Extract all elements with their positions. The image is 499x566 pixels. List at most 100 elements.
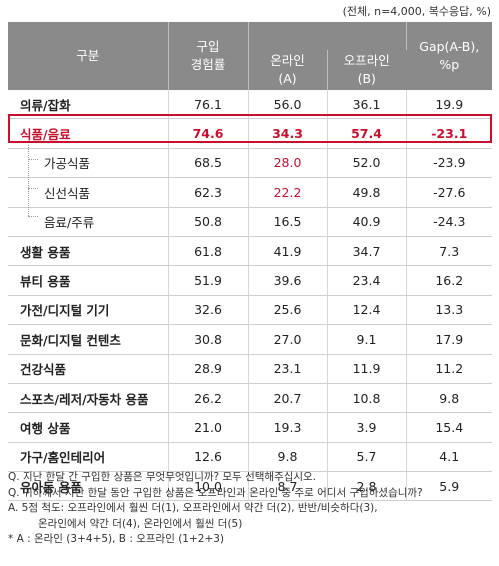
cell-offline: 11.9 (327, 354, 407, 384)
cell-offline: 52.0 (327, 148, 407, 179)
footnote-a1: A. 5점 척도: 오프라인에서 훨씬 더(1), 오프라인에서 약간 더(2)… (8, 502, 378, 514)
cell-gap: -27.6 (406, 177, 492, 208)
cell-gap: 16.2 (406, 265, 492, 296)
cell-purchase: 10.0 (168, 471, 249, 502)
column-header-online: 온라인 (A) (248, 50, 328, 90)
footnotes: Q. 지난 한달 간 구입한 상품은 무엇무엇입니까? 모두 선택해주십시오. … (8, 470, 492, 548)
footnote-a2: 온라인에서 약간 더(4), 온라인에서 훨씬 더(5) (38, 517, 243, 530)
cell-offline: 9.1 (327, 324, 407, 355)
table-row-sub: 가공식품 68.5 28.0 52.0 -23.9 (8, 148, 492, 179)
table-row: 가전/디지털 기기 32.6 25.6 12.4 13.3 (8, 295, 492, 326)
cell-offline: 3.9 (327, 412, 407, 443)
cell-online: 16.5 (248, 207, 328, 237)
column-header-purchase-rate: 구입 경험률 (168, 22, 249, 90)
cell-offline: 40.9 (327, 207, 407, 237)
table-row: 스포츠/레저/자동차 용품 26.2 20.7 10.8 9.8 (8, 383, 492, 414)
column-header-gap: Gap(A-B), %p (406, 22, 492, 90)
row-label: 유아동 용품 (8, 471, 169, 502)
cell-online: 25.6 (248, 295, 328, 326)
cell-online: 19.3 (248, 412, 328, 443)
cell-gap: 5.9 (406, 471, 492, 502)
row-label: 가전/디지털 기기 (8, 295, 169, 326)
table-row: 가구/홈인테리어 12.6 9.8 5.7 4.1 (8, 442, 492, 473)
cell-offline: 23.4 (327, 265, 407, 296)
cell-offline: 49.8 (327, 177, 407, 208)
row-label: 생활 용품 (8, 236, 169, 267)
cell-purchase: 50.8 (168, 207, 249, 237)
cell-gap: -23.9 (406, 148, 492, 179)
cell-online: 23.1 (248, 354, 328, 384)
row-label: 문화/디지털 컨텐츠 (8, 324, 169, 355)
cell-online: 56.0 (248, 90, 328, 120)
table-row: 유아동 용품 10.0 8.7 2.8 5.9 (8, 471, 492, 502)
footnote-q2: Q. 귀하께서 지난 한달 동안 구입한 상품은 오프라인과 온라인 중 주로 … (8, 486, 423, 499)
table-row: 생활 용품 61.8 41.9 34.7 7.3 (8, 236, 492, 267)
cell-purchase: 30.8 (168, 324, 249, 355)
cell-online: 41.9 (248, 236, 328, 267)
cell-purchase: 21.0 (168, 412, 249, 443)
column-header-category: 구분 (8, 22, 169, 90)
table-row: 의류/잡화 76.1 56.0 36.1 19.9 (8, 90, 492, 120)
row-label: 건강식품 (8, 354, 169, 384)
table-row: 건강식품 28.9 23.1 11.9 11.2 (8, 354, 492, 384)
cell-offline: 10.8 (327, 383, 407, 414)
table-row-sub: 신선식품 62.3 22.2 49.8 -27.6 (8, 177, 492, 208)
cell-online: 20.7 (248, 383, 328, 414)
cell-online: 34.3 (248, 118, 328, 149)
cell-offline: 5.7 (327, 442, 407, 473)
cell-purchase: 68.5 (168, 148, 249, 179)
cell-offline: 36.1 (327, 90, 407, 120)
table-row-sub: 음료/주류 50.8 16.5 40.9 -24.3 (8, 207, 492, 237)
cell-gap: 19.9 (406, 90, 492, 120)
row-label: 여행 상품 (8, 412, 169, 443)
row-label: 스포츠/레저/자동차 용품 (8, 383, 169, 414)
table-row: 문화/디지털 컨텐츠 30.8 27.0 9.1 17.9 (8, 324, 492, 355)
tree-branch (28, 159, 38, 160)
cell-purchase: 74.6 (168, 118, 249, 149)
column-header-offline: 오프라인 (B) (327, 50, 406, 90)
cell-gap: -23.1 (406, 118, 492, 149)
header-note: (전체, n=4,000, 복수응답, %) (342, 5, 491, 18)
cell-gap: -24.3 (406, 207, 492, 237)
cell-gap: 11.2 (406, 354, 492, 384)
cell-offline: 2.8 (327, 471, 407, 502)
cell-gap: 4.1 (406, 442, 492, 473)
column-header-spacer (248, 22, 407, 50)
cell-offline: 57.4 (327, 118, 407, 149)
footnote-q1: Q. 지난 한달 간 구입한 상품은 무엇무엇입니까? 모두 선택해주십시오. (8, 471, 317, 483)
table-row: 뷰티 용품 51.9 39.6 23.4 16.2 (8, 265, 492, 296)
cell-gap: 9.8 (406, 383, 492, 414)
tree-connector (28, 145, 29, 216)
cell-purchase: 51.9 (168, 265, 249, 296)
table-row: 여행 상품 21.0 19.3 3.9 15.4 (8, 412, 492, 443)
cell-online: 28.0 (248, 148, 328, 179)
row-label: 식품/음료 (8, 118, 169, 149)
cell-purchase: 12.6 (168, 442, 249, 473)
cell-online: 8.7 (248, 471, 328, 502)
row-label: 신선식품 (8, 177, 169, 208)
cell-purchase: 62.3 (168, 177, 249, 208)
row-label: 가구/홈인테리어 (8, 442, 169, 473)
cell-purchase: 76.1 (168, 90, 249, 120)
row-label: 의류/잡화 (8, 90, 169, 120)
table-row-highlighted: 식품/음료 74.6 34.3 57.4 -23.1 (8, 118, 492, 149)
cell-offline: 34.7 (327, 236, 407, 267)
cell-gap: 13.3 (406, 295, 492, 326)
cell-purchase: 32.6 (168, 295, 249, 326)
cell-purchase: 61.8 (168, 236, 249, 267)
tree-branch (28, 188, 38, 189)
cell-gap: 15.4 (406, 412, 492, 443)
cell-online: 39.6 (248, 265, 328, 296)
footnote-legend: * A : 온라인 (3+4+5), B : 오프라인 (1+2+3) (8, 533, 225, 545)
row-label: 가공식품 (8, 148, 169, 179)
cell-gap: 17.9 (406, 324, 492, 355)
cell-gap: 7.3 (406, 236, 492, 267)
row-label: 음료/주류 (8, 207, 169, 237)
cell-online: 9.8 (248, 442, 328, 473)
cell-purchase: 28.9 (168, 354, 249, 384)
purchase-channel-table: 구분 구입 경험률 Gap(A-B), %p 온라인 (A) 오프라인 (B) (8, 22, 492, 502)
tree-branch (28, 216, 38, 217)
cell-online: 27.0 (248, 324, 328, 355)
cell-offline: 12.4 (327, 295, 407, 326)
